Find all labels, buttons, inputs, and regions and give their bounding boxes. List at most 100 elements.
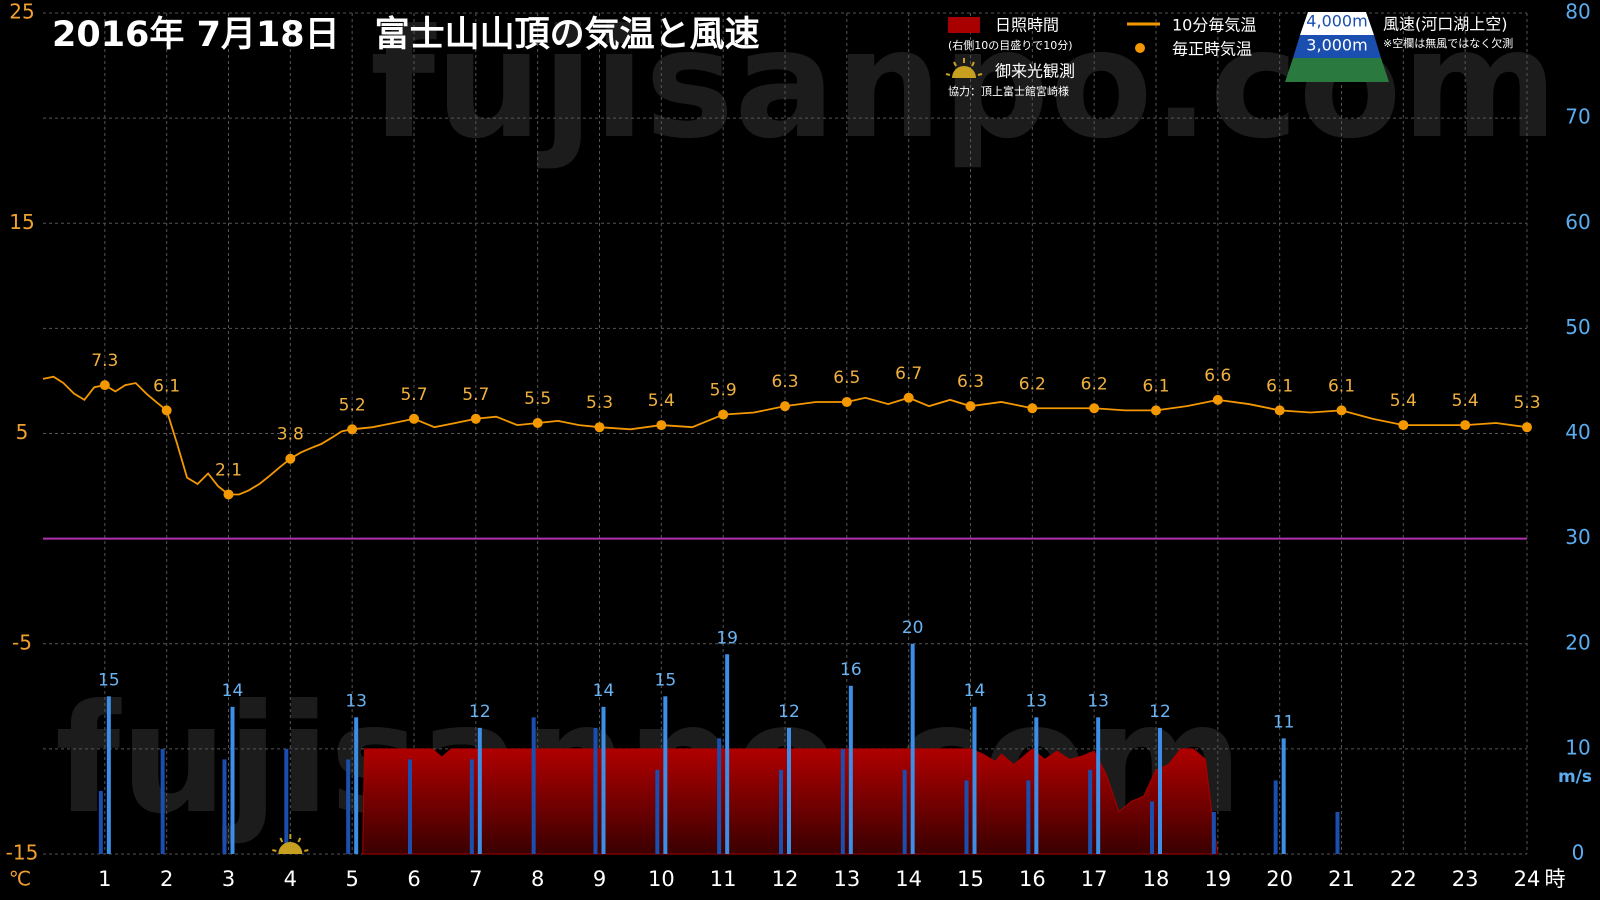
legend-label: 10分毎気温 — [1172, 16, 1256, 35]
x-tick-label: 16 — [1019, 867, 1046, 891]
data-label: 6.5 — [833, 368, 860, 388]
temperature-point — [718, 409, 729, 420]
y2-tick-label: 70 — [1565, 105, 1590, 129]
data-label: 3.8 — [277, 425, 304, 445]
data-label: 12 — [778, 702, 800, 722]
temperature-point — [965, 401, 976, 412]
temperature-point — [470, 413, 481, 424]
x-tick-label: 3 — [222, 867, 235, 891]
wind-bar — [840, 748, 845, 854]
legend-label: 3,000m — [1306, 36, 1367, 55]
temperature-point — [903, 392, 914, 403]
x-tick-label: 6 — [407, 867, 420, 891]
y2-tick-label: 50 — [1565, 315, 1590, 339]
legend-swatch — [1135, 43, 1145, 53]
y2-tick-label: 20 — [1565, 630, 1590, 654]
mountain-legend — [1285, 12, 1389, 82]
temperature-point — [780, 401, 790, 412]
data-label: 6.1 — [1328, 376, 1355, 396]
x-tick-label: 5 — [345, 867, 358, 891]
y-tick-label: -5 — [12, 630, 32, 654]
wind-bar — [408, 759, 412, 854]
wind-bar — [779, 769, 783, 854]
x-tick-label: 7 — [469, 867, 482, 891]
data-label: 20 — [902, 618, 924, 638]
data-label: 6.1 — [1266, 376, 1293, 396]
x-tick-label: 8 — [531, 867, 544, 891]
y2-axis-label: m/s — [1558, 767, 1592, 787]
wind-bar — [787, 727, 791, 854]
temperature-point — [223, 489, 234, 500]
wind-bar — [663, 696, 668, 854]
data-label: 6.3 — [957, 372, 984, 392]
wind-bar — [1158, 727, 1162, 854]
wind-bar — [230, 706, 235, 854]
y2-tick-label: 0 — [1572, 841, 1585, 865]
x-axis-label: 時 — [1545, 867, 1566, 891]
x-tick-label: 9 — [593, 867, 606, 891]
wind-bar — [1088, 769, 1093, 854]
temperature-point — [656, 420, 667, 431]
temperature-point — [285, 453, 296, 464]
data-label: 5.3 — [1513, 393, 1540, 413]
sunrise-legend-icon — [945, 58, 983, 78]
x-tick-label: 21 — [1328, 867, 1355, 891]
y-tick-label: 5 — [16, 420, 29, 444]
x-tick-label: 18 — [1143, 867, 1170, 891]
legend-note: 協力：頂上富士館宮崎様 — [948, 84, 1069, 98]
wind-bar — [717, 738, 722, 854]
x-tick-label: 2 — [160, 867, 173, 891]
data-label: 11 — [1273, 712, 1295, 732]
sunrise-sun — [278, 842, 303, 854]
legend-label: 風速(河口湖上空) — [1383, 15, 1508, 34]
x-tick-label: 15 — [957, 867, 984, 891]
y2-tick-label: 60 — [1565, 210, 1590, 234]
data-label: 5.2 — [339, 395, 366, 415]
temperature-point — [532, 417, 543, 428]
x-tick-label: 12 — [772, 867, 799, 891]
temperature-point — [409, 413, 419, 424]
wind-bar — [1335, 811, 1340, 854]
data-label: 13 — [1087, 691, 1109, 711]
wind-bar — [346, 759, 351, 854]
y2-tick-label: 10 — [1565, 735, 1590, 759]
x-tick-label: 17 — [1081, 867, 1108, 891]
temperature-point — [99, 380, 110, 391]
x-tick-label: 4 — [284, 867, 297, 891]
x-tick-label: 22 — [1390, 867, 1417, 891]
temperature-point — [1151, 405, 1161, 416]
temperature-point — [1089, 403, 1100, 414]
wind-bar — [222, 759, 227, 854]
data-label: 13 — [1026, 691, 1048, 711]
wind-bar — [106, 696, 111, 854]
data-label: 14 — [593, 681, 615, 701]
wind-bar — [655, 769, 660, 854]
data-label: 7.3 — [91, 351, 118, 371]
wind-bar — [902, 769, 907, 854]
y-tick-label: -15 — [6, 841, 39, 865]
data-label: 15 — [655, 670, 677, 690]
wind-bar — [910, 643, 915, 854]
temperature-point — [1522, 422, 1532, 433]
data-label: 19 — [716, 628, 738, 648]
wind-bar — [284, 748, 289, 854]
legend-label: 日照時間 — [995, 16, 1059, 35]
temperature-point — [1460, 420, 1471, 431]
sunrise-ray — [297, 837, 302, 843]
data-label: 6.3 — [771, 372, 798, 392]
legend-note: (右側10の目盛りで10分) — [948, 38, 1073, 52]
data-label: 15 — [98, 670, 120, 690]
temperature-point — [1274, 405, 1285, 416]
wind-bar — [1211, 811, 1216, 854]
data-label: 13 — [345, 691, 367, 711]
wind-bar — [98, 790, 103, 854]
x-tick-label: 23 — [1452, 867, 1479, 891]
data-label: 5.3 — [586, 393, 613, 413]
data-label: 5.4 — [1452, 391, 1479, 411]
data-label: 6.6 — [1204, 366, 1231, 386]
data-label: 5.5 — [524, 389, 551, 409]
watermark-group: fujisanpo.com fujisanpo.com — [55, 0, 1558, 847]
y2-tick-label: 80 — [1565, 0, 1590, 24]
data-label: 6.1 — [153, 376, 180, 396]
